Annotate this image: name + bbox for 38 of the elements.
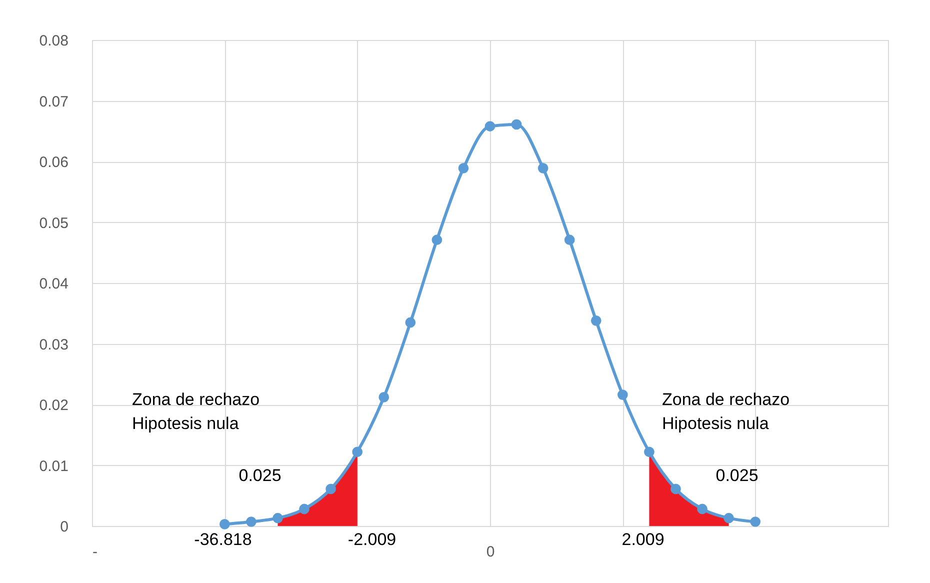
- y-tick-label: 0.03: [39, 336, 68, 354]
- point: [432, 234, 442, 246]
- y-tick-label: 0.07: [39, 93, 68, 110]
- y-tick-label: 0: [60, 518, 68, 536]
- point: [697, 504, 708, 514]
- y-tick-label: 0.05: [39, 214, 68, 232]
- point: [272, 512, 283, 524]
- point: [750, 516, 761, 527]
- y-tick-label: 0.02: [39, 397, 68, 414]
- y-tick-label: 0.04: [39, 276, 68, 292]
- text: -2.009: [348, 530, 396, 549]
- point: [724, 512, 734, 524]
- y-tick-label: 0.06: [39, 154, 68, 171]
- point: [326, 484, 336, 494]
- point: [564, 234, 575, 246]
- annotation: Zona de rechazo Hipotesis nula: [132, 390, 260, 433]
- point: [617, 390, 628, 400]
- point: [538, 163, 548, 174]
- y-tick-label: 0.08: [39, 32, 68, 50]
- point: [644, 446, 654, 458]
- annotation: Zona de rechazo Hipotesis nula: [662, 390, 790, 433]
- x-tick-label: -: [92, 544, 98, 560]
- y-tick-label: 0.01: [39, 458, 68, 475]
- point: [484, 121, 496, 132]
- point: [352, 446, 363, 458]
- point: [219, 519, 230, 530]
- point: [378, 392, 390, 402]
- point: [670, 484, 681, 494]
- annotation: 0.025: [716, 466, 758, 485]
- point: [299, 504, 310, 514]
- point: [405, 317, 416, 328]
- annotation: 0.025: [238, 466, 282, 485]
- point: [458, 163, 469, 174]
- point: [511, 119, 522, 130]
- text: -36.818: [194, 530, 252, 549]
- point: [246, 516, 256, 527]
- text: 2.009: [622, 530, 664, 549]
- point: [590, 315, 602, 326]
